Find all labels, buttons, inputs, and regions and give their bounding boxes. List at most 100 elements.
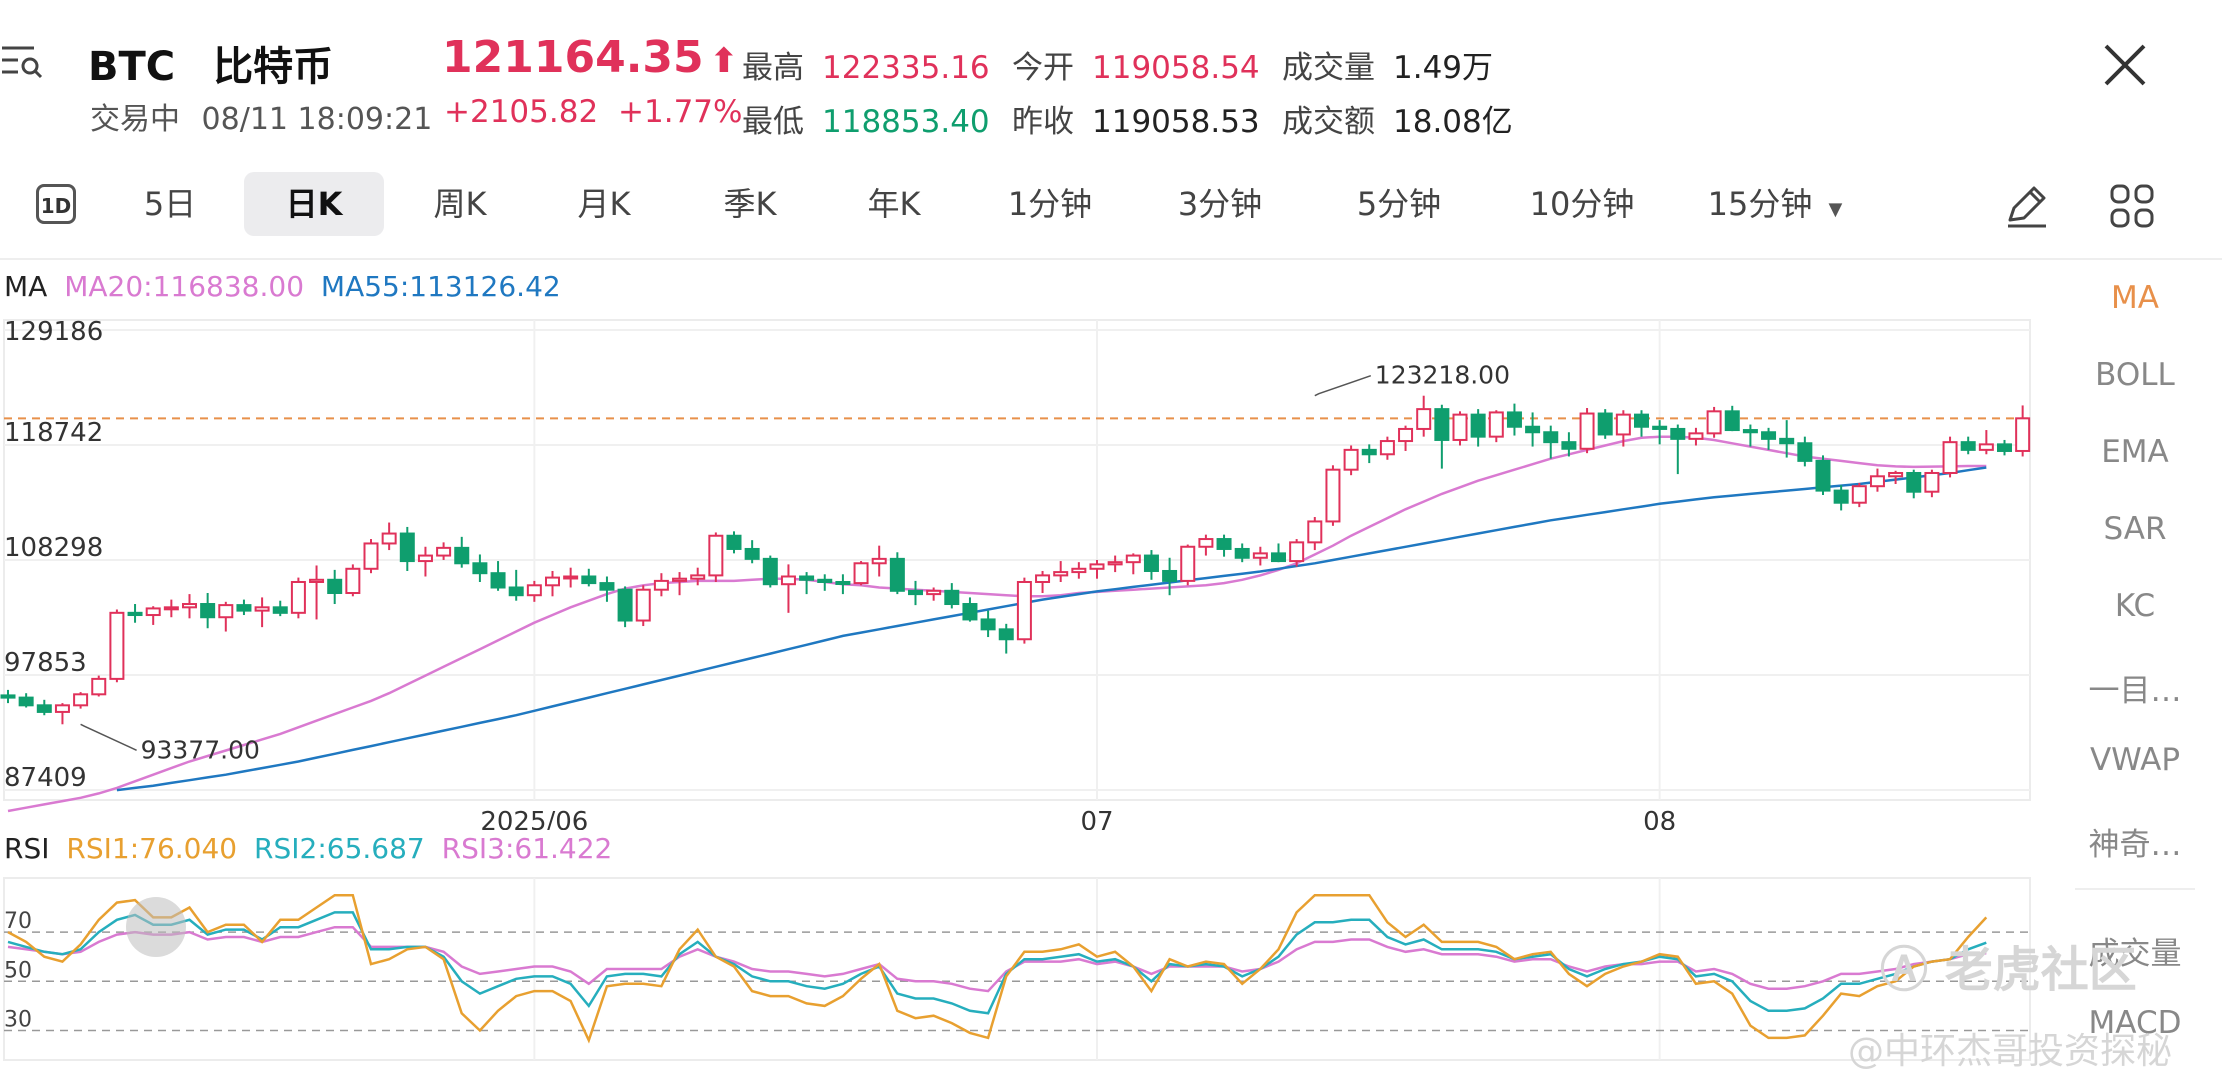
candle-down	[1271, 552, 1286, 563]
candle-up	[563, 575, 579, 580]
annotation-leader	[1314, 375, 1372, 397]
status-time: 08/11 18:09:21	[201, 102, 433, 137]
candle-down	[1434, 408, 1450, 441]
tab-quarterly-k[interactable]: 季K	[723, 185, 777, 223]
last-price: 121164.35 ⬆	[442, 32, 738, 83]
candle-up	[1307, 520, 1323, 544]
candle-down	[1143, 554, 1159, 572]
stat-value: 119058.53	[1092, 104, 1260, 140]
stat-label: 成交额	[1282, 104, 1375, 140]
indicator-ma[interactable]: MA	[2111, 280, 2159, 316]
y-tick-label: 108298	[4, 533, 103, 563]
candle-down	[508, 586, 524, 597]
price-change: +2105.82 +1.77%	[444, 94, 743, 130]
indicator-volume[interactable]: 成交量	[2088, 936, 2182, 972]
candle-up	[1180, 545, 1196, 582]
up-arrow-icon: ⬆	[709, 41, 739, 81]
tab-1min[interactable]: 1分钟	[1007, 185, 1093, 223]
candle-up	[926, 589, 942, 596]
candle-down	[1670, 427, 1686, 440]
candle-up	[145, 607, 161, 617]
tab-monthly-k[interactable]: 月K	[577, 185, 631, 223]
tab-15min[interactable]: 15分钟 ▼	[1700, 172, 1850, 236]
tab-yearly-k[interactable]: 年K	[867, 185, 921, 223]
candle-up	[1343, 448, 1359, 471]
candle-down	[1761, 431, 1777, 440]
candle-down	[1779, 437, 1795, 445]
indicator-kc[interactable]: KC	[2114, 588, 2156, 624]
candle-down	[1543, 431, 1559, 444]
price-value: 121164.35	[442, 32, 704, 83]
candle-down	[127, 611, 143, 617]
indicator-ichimoku[interactable]: 一目…	[2088, 673, 2182, 709]
candle-down	[1815, 459, 1831, 492]
rsi3-legend: RSI3:61.422	[441, 832, 613, 865]
candle-up	[73, 693, 89, 707]
candle-up	[254, 606, 270, 612]
change-percent: +1.77%	[618, 94, 743, 130]
indicator-sar[interactable]: SAR	[2103, 511, 2167, 547]
candle-up	[1016, 580, 1032, 641]
candle-down	[0, 694, 16, 699]
tab-5min[interactable]: 5分钟	[1356, 185, 1442, 223]
candle-up	[290, 580, 306, 614]
close-icon[interactable]	[2100, 40, 2150, 90]
stat-label: 今开	[1012, 50, 1074, 86]
candle-down	[835, 580, 851, 585]
stat-value: 118853.40	[822, 104, 990, 140]
header-divider	[0, 258, 2222, 260]
tab-weekly-k[interactable]: 周K	[433, 185, 487, 223]
candle-down	[1525, 425, 1541, 434]
stat-value: 122335.16	[822, 50, 990, 86]
candle-down	[399, 532, 415, 563]
candle-down	[962, 603, 978, 621]
tab-daily-k[interactable]: 日K	[244, 172, 384, 236]
watermark-brand: Ⓐ 老虎社区	[1880, 930, 2137, 1000]
candle-up	[526, 584, 542, 597]
candle-up	[1125, 554, 1141, 564]
candle-down	[18, 696, 34, 707]
draw-pen-icon[interactable]	[2000, 180, 2052, 232]
stat-value: 119058.54	[1092, 50, 1260, 86]
candle-up	[672, 577, 688, 582]
indicator-ema[interactable]: EMA	[2101, 434, 2169, 470]
indicator-divider	[2075, 888, 2195, 890]
candle-down	[1724, 410, 1740, 432]
candle-down	[490, 572, 506, 589]
x-tick-label: 07	[1080, 807, 1113, 830]
candle-up	[1398, 427, 1414, 443]
tab-10min[interactable]: 10分钟	[1529, 185, 1635, 223]
ma-legend: MA MA20:116838.00 MA55:113126.42	[4, 270, 561, 303]
kline-chart[interactable]: 129186 118742 108298 97853 87409 2025/06 07 08 1…	[0, 300, 2050, 830]
candle-down	[1162, 569, 1178, 582]
candle-down	[1361, 448, 1377, 456]
candle-up	[1089, 563, 1105, 570]
candle-down	[1960, 441, 1976, 451]
grid-layout-icon[interactable]	[2106, 180, 2158, 232]
crosshair-handle	[126, 897, 186, 957]
candle-up	[1053, 571, 1069, 577]
rsi3-line	[7, 925, 1987, 993]
dropdown-caret-icon: ▼	[1828, 199, 1843, 220]
tab-5day[interactable]: 5日	[143, 185, 197, 223]
candle-down	[617, 588, 633, 622]
period-1d-button[interactable]: 1D	[36, 184, 76, 224]
annotation-label: 123218.00	[1375, 361, 1510, 390]
candle-up	[708, 534, 724, 577]
candle-down	[889, 557, 905, 592]
indicator-boll[interactable]: BOLL	[2095, 357, 2175, 393]
rsi-chart[interactable]: 70 50 30	[0, 860, 2050, 1070]
candle-down	[1634, 413, 1649, 428]
tab-3min[interactable]: 3分钟	[1177, 185, 1263, 223]
indicator-macd[interactable]: MACD	[2088, 1005, 2182, 1041]
candle-up	[109, 611, 125, 680]
menu-list-icon[interactable]	[0, 40, 44, 84]
candle-up	[436, 546, 452, 557]
candle-up	[1452, 413, 1468, 441]
indicator-vwap[interactable]: VWAP	[2089, 742, 2181, 778]
candle-up	[1615, 413, 1631, 436]
indicator-magic[interactable]: 神奇…	[2088, 827, 2182, 863]
annotation-label: 93377.00	[141, 735, 260, 764]
rsi-tick-label: 30	[4, 1007, 32, 1032]
candle-down	[998, 628, 1014, 641]
